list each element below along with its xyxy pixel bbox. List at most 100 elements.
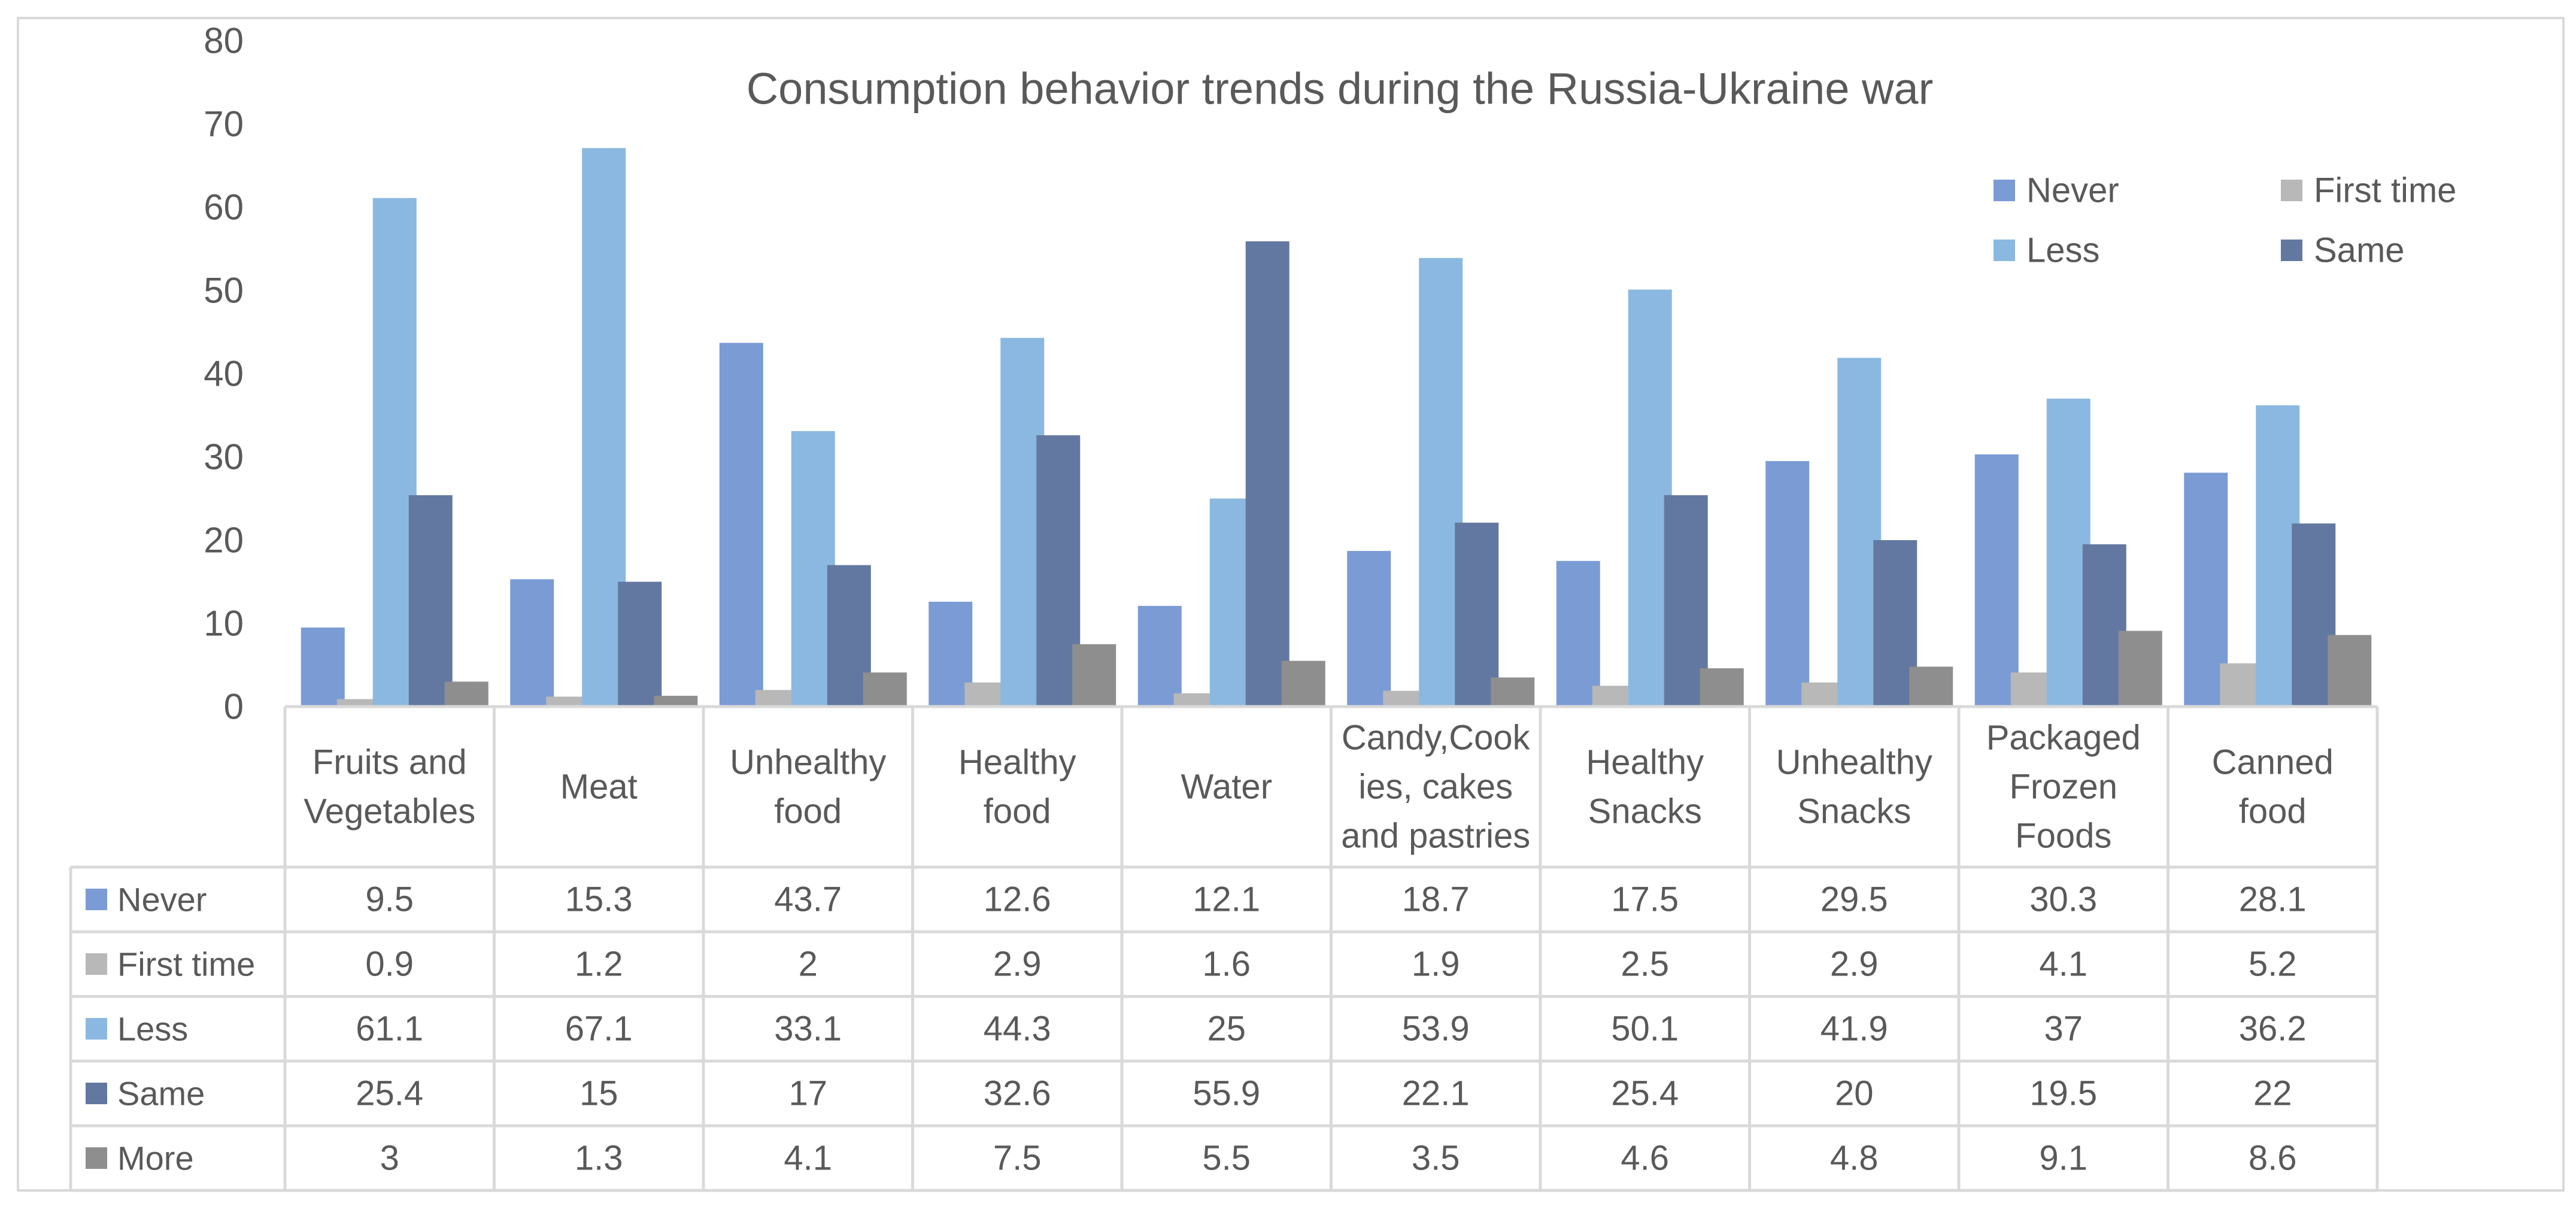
legend-label: Never (2026, 171, 2119, 210)
table-value: 25 (1207, 1010, 1246, 1049)
category-label: food (2239, 792, 2307, 831)
table-value: 55.9 (1193, 1074, 1260, 1113)
y-tick-label: 60 (204, 187, 244, 228)
category-label: Canned (2212, 743, 2334, 782)
table-value: 30.3 (2029, 880, 2097, 919)
table-value: 37 (2044, 1010, 2083, 1049)
table-value: 4.8 (1830, 1139, 1879, 1178)
table-row-label: Less (117, 1010, 188, 1048)
bar-more-0 (444, 681, 489, 707)
bar-never-4 (1137, 605, 1182, 707)
table-value: 19.5 (2029, 1074, 2097, 1113)
category-label: food (774, 792, 842, 831)
bar-more-6 (1700, 668, 1744, 707)
y-tick-label: 20 (204, 520, 244, 560)
bar-more-2 (863, 672, 907, 707)
category-label: Unhealthy (730, 743, 886, 782)
table-value: 2 (799, 945, 818, 984)
category-label: ies, cakes (1358, 768, 1513, 807)
table-value: 5.2 (2249, 945, 2297, 984)
table-legend-key-same (86, 1083, 107, 1104)
table-value: 25.4 (1611, 1074, 1679, 1113)
table-value: 17.5 (1611, 880, 1679, 919)
category-label: Candy,Cook (1342, 719, 1531, 758)
bar-more-3 (1072, 644, 1116, 707)
bar-never-8 (1974, 454, 2019, 707)
table-row-label: More (117, 1140, 194, 1177)
table-value: 2.9 (993, 945, 1042, 984)
bar-more-4 (1281, 660, 1325, 707)
table-value: 36.2 (2239, 1010, 2307, 1049)
category-label: Vegetables (304, 792, 475, 831)
table-row-label: Never (117, 881, 207, 919)
table-value: 1.2 (575, 945, 623, 984)
category-label: food (984, 792, 1051, 831)
table-value: 22.1 (1402, 1074, 1470, 1113)
category-label: Fruits and (312, 743, 467, 782)
table-value: 15.3 (565, 880, 633, 919)
table-legend-key-less (86, 1018, 107, 1040)
table-value: 4.6 (1621, 1139, 1669, 1178)
bar-same-1 (618, 581, 662, 707)
legend-key-less (1994, 240, 2015, 261)
chart-title: Consumption behavior trends during the R… (747, 64, 1934, 114)
category-label: Healthy (1586, 743, 1704, 782)
bar-never-7 (1765, 460, 1810, 707)
table-value: 1.3 (575, 1139, 623, 1178)
table-value: 9.5 (365, 880, 414, 919)
table-value: 7.5 (993, 1139, 1042, 1178)
table-value: 3 (380, 1139, 399, 1178)
table-value: 20 (1835, 1074, 1874, 1113)
y-tick-label: 0 (224, 687, 244, 727)
table-value: 22 (2253, 1074, 2292, 1113)
table-value: 33.1 (774, 1010, 842, 1049)
table-legend-key-never (86, 889, 107, 910)
table-value: 0.9 (365, 945, 414, 984)
bar-same-5 (1455, 522, 1499, 707)
bar-never-5 (1347, 551, 1391, 707)
category-label: Meat (560, 768, 638, 807)
table-legend-key-first-time (86, 953, 107, 975)
bar-more-9 (2328, 635, 2372, 707)
table-value: 4.1 (2039, 945, 2087, 984)
y-tick-label: 30 (204, 437, 244, 477)
y-tick-label: 40 (204, 354, 244, 394)
table-legend-key-more (86, 1147, 107, 1169)
bar-more-7 (1909, 666, 1953, 707)
category-label: Packaged (1986, 719, 2141, 758)
bar-never-6 (1556, 560, 1600, 707)
bar-never-0 (301, 627, 345, 707)
bar-more-1 (654, 695, 698, 707)
bar-same-4 (1245, 241, 1289, 707)
bar-first-time-1 (546, 696, 590, 707)
table-value: 61.1 (356, 1010, 423, 1049)
bar-more-8 (2118, 631, 2162, 707)
table-value: 12.6 (984, 880, 1051, 919)
table-value: 53.9 (1402, 1010, 1470, 1049)
legend-key-same (2281, 240, 2302, 261)
y-tick-label: 10 (204, 604, 244, 644)
legend-label: First time (2314, 171, 2456, 210)
table-value: 17 (788, 1074, 827, 1113)
table-value: 41.9 (1821, 1010, 1888, 1049)
table-value: 43.7 (774, 880, 842, 919)
legend-label: Same (2314, 231, 2405, 270)
category-label: Snacks (1588, 792, 1702, 831)
y-tick-label: 70 (204, 104, 244, 144)
table-value: 28.1 (2239, 880, 2307, 919)
y-tick-label: 50 (204, 271, 244, 311)
category-label: Frozen (2009, 768, 2117, 807)
legend-key-never (1994, 180, 2015, 201)
table-value: 32.6 (984, 1074, 1051, 1113)
table-value: 9.1 (2039, 1139, 2087, 1178)
category-label: Foods (2015, 817, 2111, 856)
bar-never-2 (719, 343, 763, 707)
category-label: Unhealthy (1776, 743, 1932, 782)
table-value: 4.1 (784, 1139, 832, 1178)
table-value: 50.1 (1611, 1010, 1679, 1049)
category-label: Snacks (1797, 792, 1911, 831)
table-value: 1.6 (1202, 945, 1251, 984)
table-value: 67.1 (565, 1010, 633, 1049)
